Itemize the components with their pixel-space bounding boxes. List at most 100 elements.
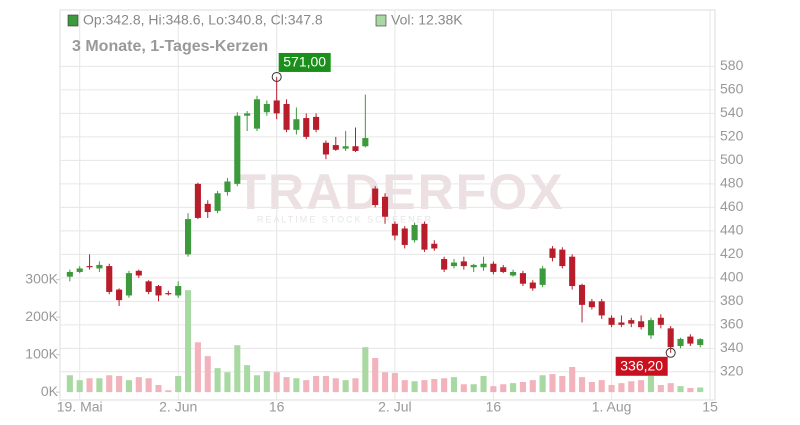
volume-bar	[253, 375, 261, 393]
candle-body	[588, 301, 595, 308]
y-tick-label: 400	[720, 269, 744, 285]
candle-body	[96, 264, 103, 269]
volume-bar	[86, 378, 93, 393]
candle-body	[342, 146, 349, 149]
candle-body	[125, 273, 133, 296]
candle-body	[598, 301, 605, 316]
y2-tick-label: 100K	[25, 345, 58, 361]
candle-body	[647, 320, 655, 336]
y-tick-label: 480	[720, 175, 744, 191]
volume-bar	[647, 376, 655, 393]
candle-body	[155, 286, 162, 296]
candle-body	[608, 317, 615, 325]
candle-body	[224, 181, 231, 193]
volume-bar	[175, 376, 182, 393]
volume-bar	[628, 381, 635, 393]
volume-bar	[322, 376, 329, 393]
extreme-marker	[271, 71, 282, 82]
y-tick-label: 340	[720, 339, 744, 355]
volume-bar	[165, 390, 172, 393]
candle-body	[441, 259, 448, 270]
annotation-label: 571,00	[283, 54, 326, 70]
x-tick-label: 19. Mai	[57, 399, 103, 415]
y-tick-label: 560	[720, 81, 744, 97]
candle-body	[362, 138, 369, 147]
candle-body	[293, 119, 300, 130]
volume-bar	[618, 383, 625, 393]
volume-bar	[135, 377, 142, 393]
y2-tick-label: 0K	[41, 383, 59, 399]
volume-bar	[470, 384, 477, 393]
volume-bar	[667, 383, 674, 393]
extreme-marker	[665, 347, 676, 358]
candle-body	[214, 193, 221, 211]
volume-bar	[401, 380, 408, 393]
candle-body	[559, 249, 566, 267]
candle-body	[510, 271, 517, 276]
volume-bar	[125, 380, 133, 393]
candle-body	[244, 113, 251, 116]
candle-body	[145, 281, 152, 292]
annotation-label: 336,20	[620, 357, 663, 373]
y2-tick-label: 200K	[25, 308, 58, 324]
candle-body	[381, 196, 389, 217]
y-tick-label: 360	[720, 316, 744, 332]
volume-bar	[66, 375, 73, 393]
candle-body	[116, 289, 123, 301]
volume-bar	[244, 365, 251, 393]
volume-legend: Vol: 12.38K	[391, 12, 463, 28]
x-tick-label: 1. Aug	[592, 399, 632, 415]
candle-body	[175, 286, 182, 296]
volume-bar	[549, 374, 556, 393]
candle-body	[697, 339, 704, 346]
volume-bar	[480, 376, 487, 393]
volume-bar	[194, 342, 201, 393]
candle-body	[539, 268, 546, 285]
candle-body	[500, 267, 507, 272]
plot-frame	[59, 9, 716, 401]
y-tick-label: 500	[720, 151, 744, 167]
y-tick-label: 320	[720, 363, 744, 379]
y-tick-label: 420	[720, 245, 744, 261]
candle-body	[194, 183, 201, 218]
candle-body	[263, 103, 270, 113]
candle-body	[628, 320, 635, 324]
volume-bar	[441, 378, 448, 393]
x-tick-label: 16	[269, 399, 285, 415]
candle-body	[86, 266, 93, 268]
candle-body	[165, 293, 172, 295]
volume-bar	[273, 372, 280, 393]
volume-bar	[450, 377, 458, 393]
volume-bar	[96, 378, 103, 393]
volume-bar	[106, 375, 113, 393]
annotation-box	[615, 356, 668, 376]
volume-bar	[411, 381, 418, 393]
candle-body	[401, 228, 408, 245]
volume-bar	[677, 386, 684, 393]
subtitle: 3 Monate, 1-Tages-Kerzen	[72, 38, 268, 55]
candle-body	[303, 118, 310, 137]
volume-bar	[638, 380, 645, 393]
candle-body	[677, 338, 684, 346]
volume-bar	[293, 378, 300, 393]
candle-body	[618, 322, 625, 325]
volume-bar	[460, 384, 467, 393]
candle-body	[529, 282, 536, 289]
watermark-sub: REALTIME STOCK SCREENER	[257, 214, 433, 224]
candle-body	[549, 248, 556, 258]
volume-bar	[539, 375, 546, 393]
candle-body	[283, 103, 290, 130]
volume-bar	[510, 383, 517, 393]
volume-bar	[362, 347, 369, 393]
volume-bar	[569, 367, 576, 393]
volume-bar	[588, 382, 595, 393]
watermark: TRADERFOX	[235, 164, 564, 220]
y2-tick-label: 300K	[25, 270, 58, 286]
candle-body	[687, 336, 694, 344]
candle-body	[450, 262, 458, 267]
x-tick-label: 16	[486, 399, 502, 415]
volume-bar	[391, 373, 398, 393]
ohlc-legend: Op:342.8, Hi:348.6, Lo:340.8, Cl:347.8	[83, 12, 323, 28]
candle-body	[322, 142, 329, 155]
volume-bar	[76, 380, 83, 393]
